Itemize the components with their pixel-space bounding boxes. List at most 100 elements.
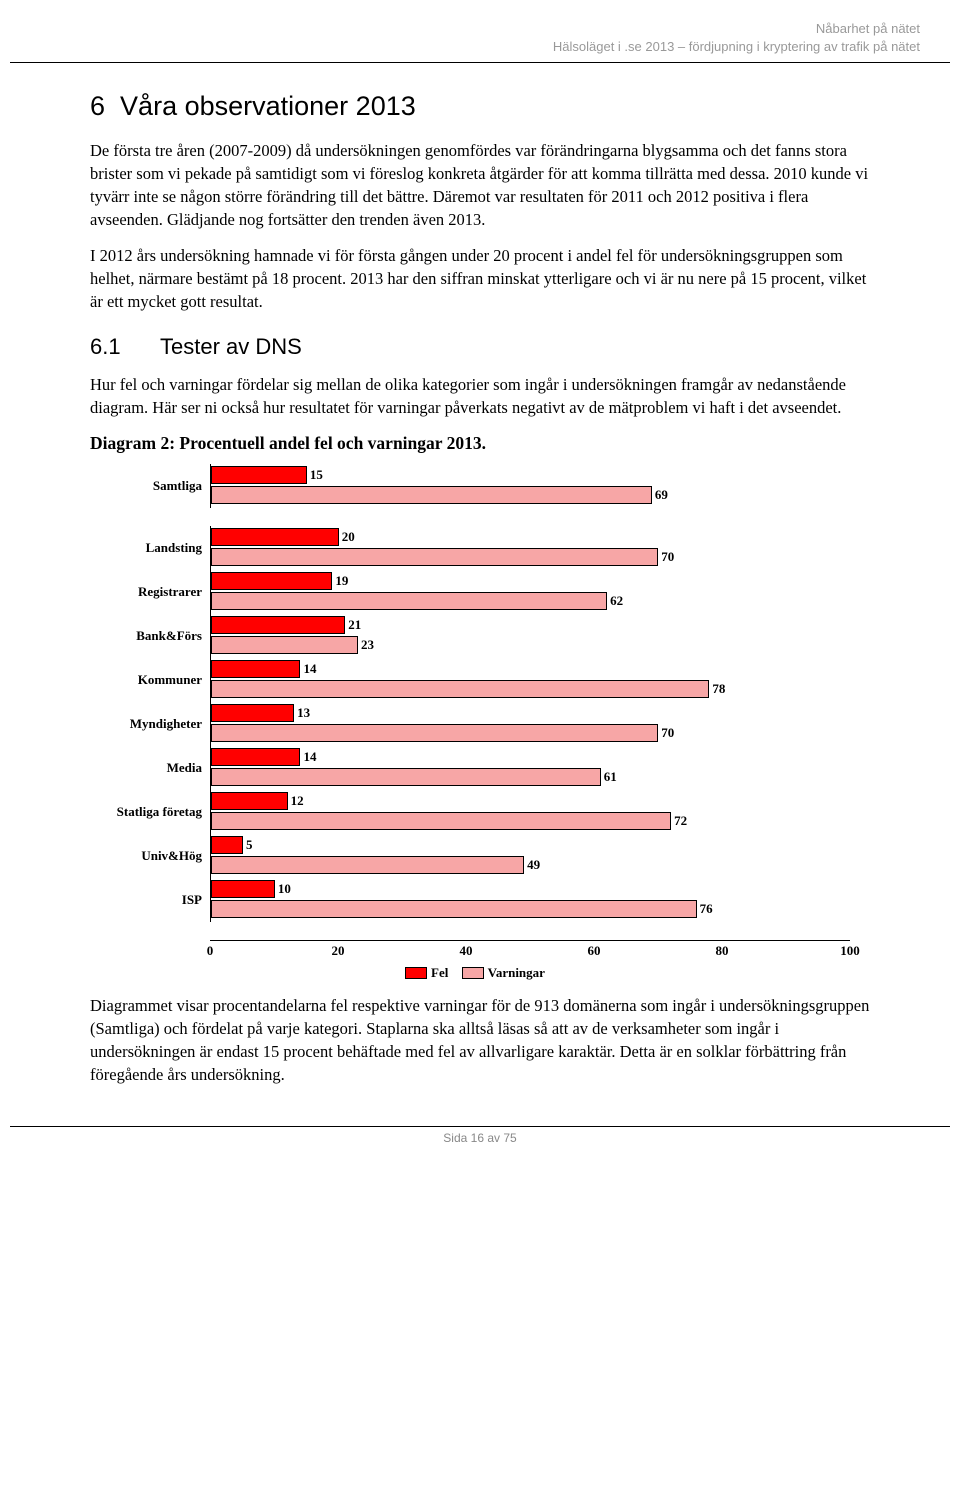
chart-category-label: Statliga företag: [90, 805, 210, 819]
bar-value-varn: 23: [361, 637, 387, 653]
bar-value-fel: 10: [278, 881, 304, 897]
chart-category-label: Landsting: [90, 541, 210, 555]
bar-varn: 76: [211, 900, 697, 918]
legend-swatch-fel: [405, 967, 427, 979]
bar-pair: 1962: [210, 570, 850, 614]
bar-pair: 5 49: [210, 834, 850, 878]
bar-varn: 23: [211, 636, 358, 654]
chart-group-categories: Landsting2070Registrarer1962Bank&Förs212…: [90, 526, 850, 922]
chart-row: ISP1076: [90, 878, 850, 922]
chart-row: Kommuner1478: [90, 658, 850, 702]
header-line1: Nåbarhet på nätet: [40, 20, 920, 38]
bar-varn: 62: [211, 592, 607, 610]
bar-value-varn: 70: [661, 725, 687, 741]
bar-varn: 70: [211, 724, 658, 742]
bar-pair: 2070: [210, 526, 850, 570]
bar-fel: 12: [211, 792, 288, 810]
chart-category-label: Myndigheter: [90, 717, 210, 731]
footer-rule: [10, 1126, 950, 1127]
bar-fel: 20: [211, 528, 339, 546]
chart-x-axis: 020406080100: [210, 940, 850, 960]
bar-varn: 61: [211, 768, 601, 786]
bar-fel: 15: [211, 466, 307, 484]
x-tick: 100: [840, 943, 860, 959]
bar-value-varn: 76: [700, 901, 726, 917]
section-p2: I 2012 års undersökning hamnade vi för f…: [90, 245, 870, 313]
bar-varn: 49: [211, 856, 524, 874]
chart-category-label: Bank&Förs: [90, 629, 210, 643]
chart-row: Univ&Hög549: [90, 834, 850, 878]
chart-row: Media1461: [90, 746, 850, 790]
legend-swatch-varn: [462, 967, 484, 979]
bar-value-fel: 14: [303, 749, 329, 765]
bar-varn: 69: [211, 486, 652, 504]
header-line2: Hälsoläget i .se 2013 – fördjupning i kr…: [40, 38, 920, 56]
bar-varn: 78: [211, 680, 709, 698]
legend-label-fel: Fel: [431, 965, 448, 980]
diagram-title: Diagram 2: Procentuell andel fel och var…: [90, 433, 870, 454]
x-tick: 0: [207, 943, 214, 959]
x-tick: 20: [332, 943, 345, 959]
chart-row: Registrarer1962: [90, 570, 850, 614]
after-chart-text: Diagrammet visar procentandelarna fel re…: [90, 995, 870, 1086]
chart-category-label: Media: [90, 761, 210, 775]
bar-pair: 14 61: [210, 746, 850, 790]
bar-value-fel: 13: [297, 705, 323, 721]
bar-value-fel: 21: [348, 617, 374, 633]
bar-fel: 10: [211, 880, 275, 898]
bar-value-fel: 19: [335, 573, 361, 589]
legend-label-varn: Varningar: [488, 965, 545, 980]
bar-value-fel: 20: [342, 529, 368, 545]
chart-category-label: Univ&Hög: [90, 849, 210, 863]
subsection-heading: 6.1Tester av DNS: [90, 334, 870, 360]
section-number: 6: [90, 91, 105, 121]
subsection-number: 6.1: [90, 334, 160, 360]
bar-fel: 14: [211, 660, 300, 678]
top-rule: [10, 62, 950, 63]
x-tick: 40: [460, 943, 473, 959]
bar-value-fel: 12: [291, 793, 317, 809]
section-title-text: Våra observationer 2013: [120, 91, 416, 121]
chart-row: Statliga företag1272: [90, 790, 850, 834]
bar-fel: 13: [211, 704, 294, 722]
chart-category-label: ISP: [90, 893, 210, 907]
bar-value-varn: 61: [604, 769, 630, 785]
chart-category-label: Kommuner: [90, 673, 210, 687]
bar-value-fel: 15: [310, 467, 336, 483]
bar-fel: 19: [211, 572, 332, 590]
subsection-title: Tester av DNS: [160, 334, 302, 359]
section-p1: De första tre åren (2007-2009) då unders…: [90, 140, 870, 231]
bar-value-varn: 70: [661, 549, 687, 565]
bar-value-varn: 49: [527, 857, 553, 873]
bar-chart: Samtliga1569 Landsting2070Registrarer196…: [90, 464, 870, 981]
chart-row: Landsting2070: [90, 526, 850, 570]
chart-row: Samtliga1569: [90, 464, 850, 508]
bar-value-varn: 69: [655, 487, 681, 503]
bar-pair: 10 76: [210, 878, 850, 922]
page-header: Nåbarhet på nätet Hälsoläget i .se 2013 …: [0, 20, 960, 62]
bar-pair: 14 78: [210, 658, 850, 702]
bar-fel: 14: [211, 748, 300, 766]
bar-value-varn: 72: [674, 813, 700, 829]
chart-group-samtliga: Samtliga1569: [90, 464, 850, 508]
bar-value-fel: 5: [246, 837, 272, 853]
main-content: 6 Våra observationer 2013 De första tre …: [0, 91, 960, 1086]
chart-category-label: Samtliga: [90, 479, 210, 493]
chart-legend: Fel Varningar: [90, 964, 850, 981]
bar-pair: 21 23: [210, 614, 850, 658]
bar-varn: 72: [211, 812, 671, 830]
bar-value-fel: 14: [303, 661, 329, 677]
chart-row: Bank&Förs2123: [90, 614, 850, 658]
bar-fel: 21: [211, 616, 345, 634]
page-footer: Sida 16 av 75: [0, 1131, 960, 1145]
bar-pair: 1569: [210, 464, 850, 508]
bar-value-varn: 78: [712, 681, 738, 697]
bar-pair: 13 70: [210, 702, 850, 746]
x-tick: 60: [588, 943, 601, 959]
subsection-p1: Hur fel och varningar fördelar sig mella…: [90, 374, 870, 420]
bar-pair: 12 72: [210, 790, 850, 834]
chart-row: Myndigheter1370: [90, 702, 850, 746]
bar-value-varn: 62: [610, 593, 636, 609]
x-tick: 80: [716, 943, 729, 959]
bar-fel: 5: [211, 836, 243, 854]
